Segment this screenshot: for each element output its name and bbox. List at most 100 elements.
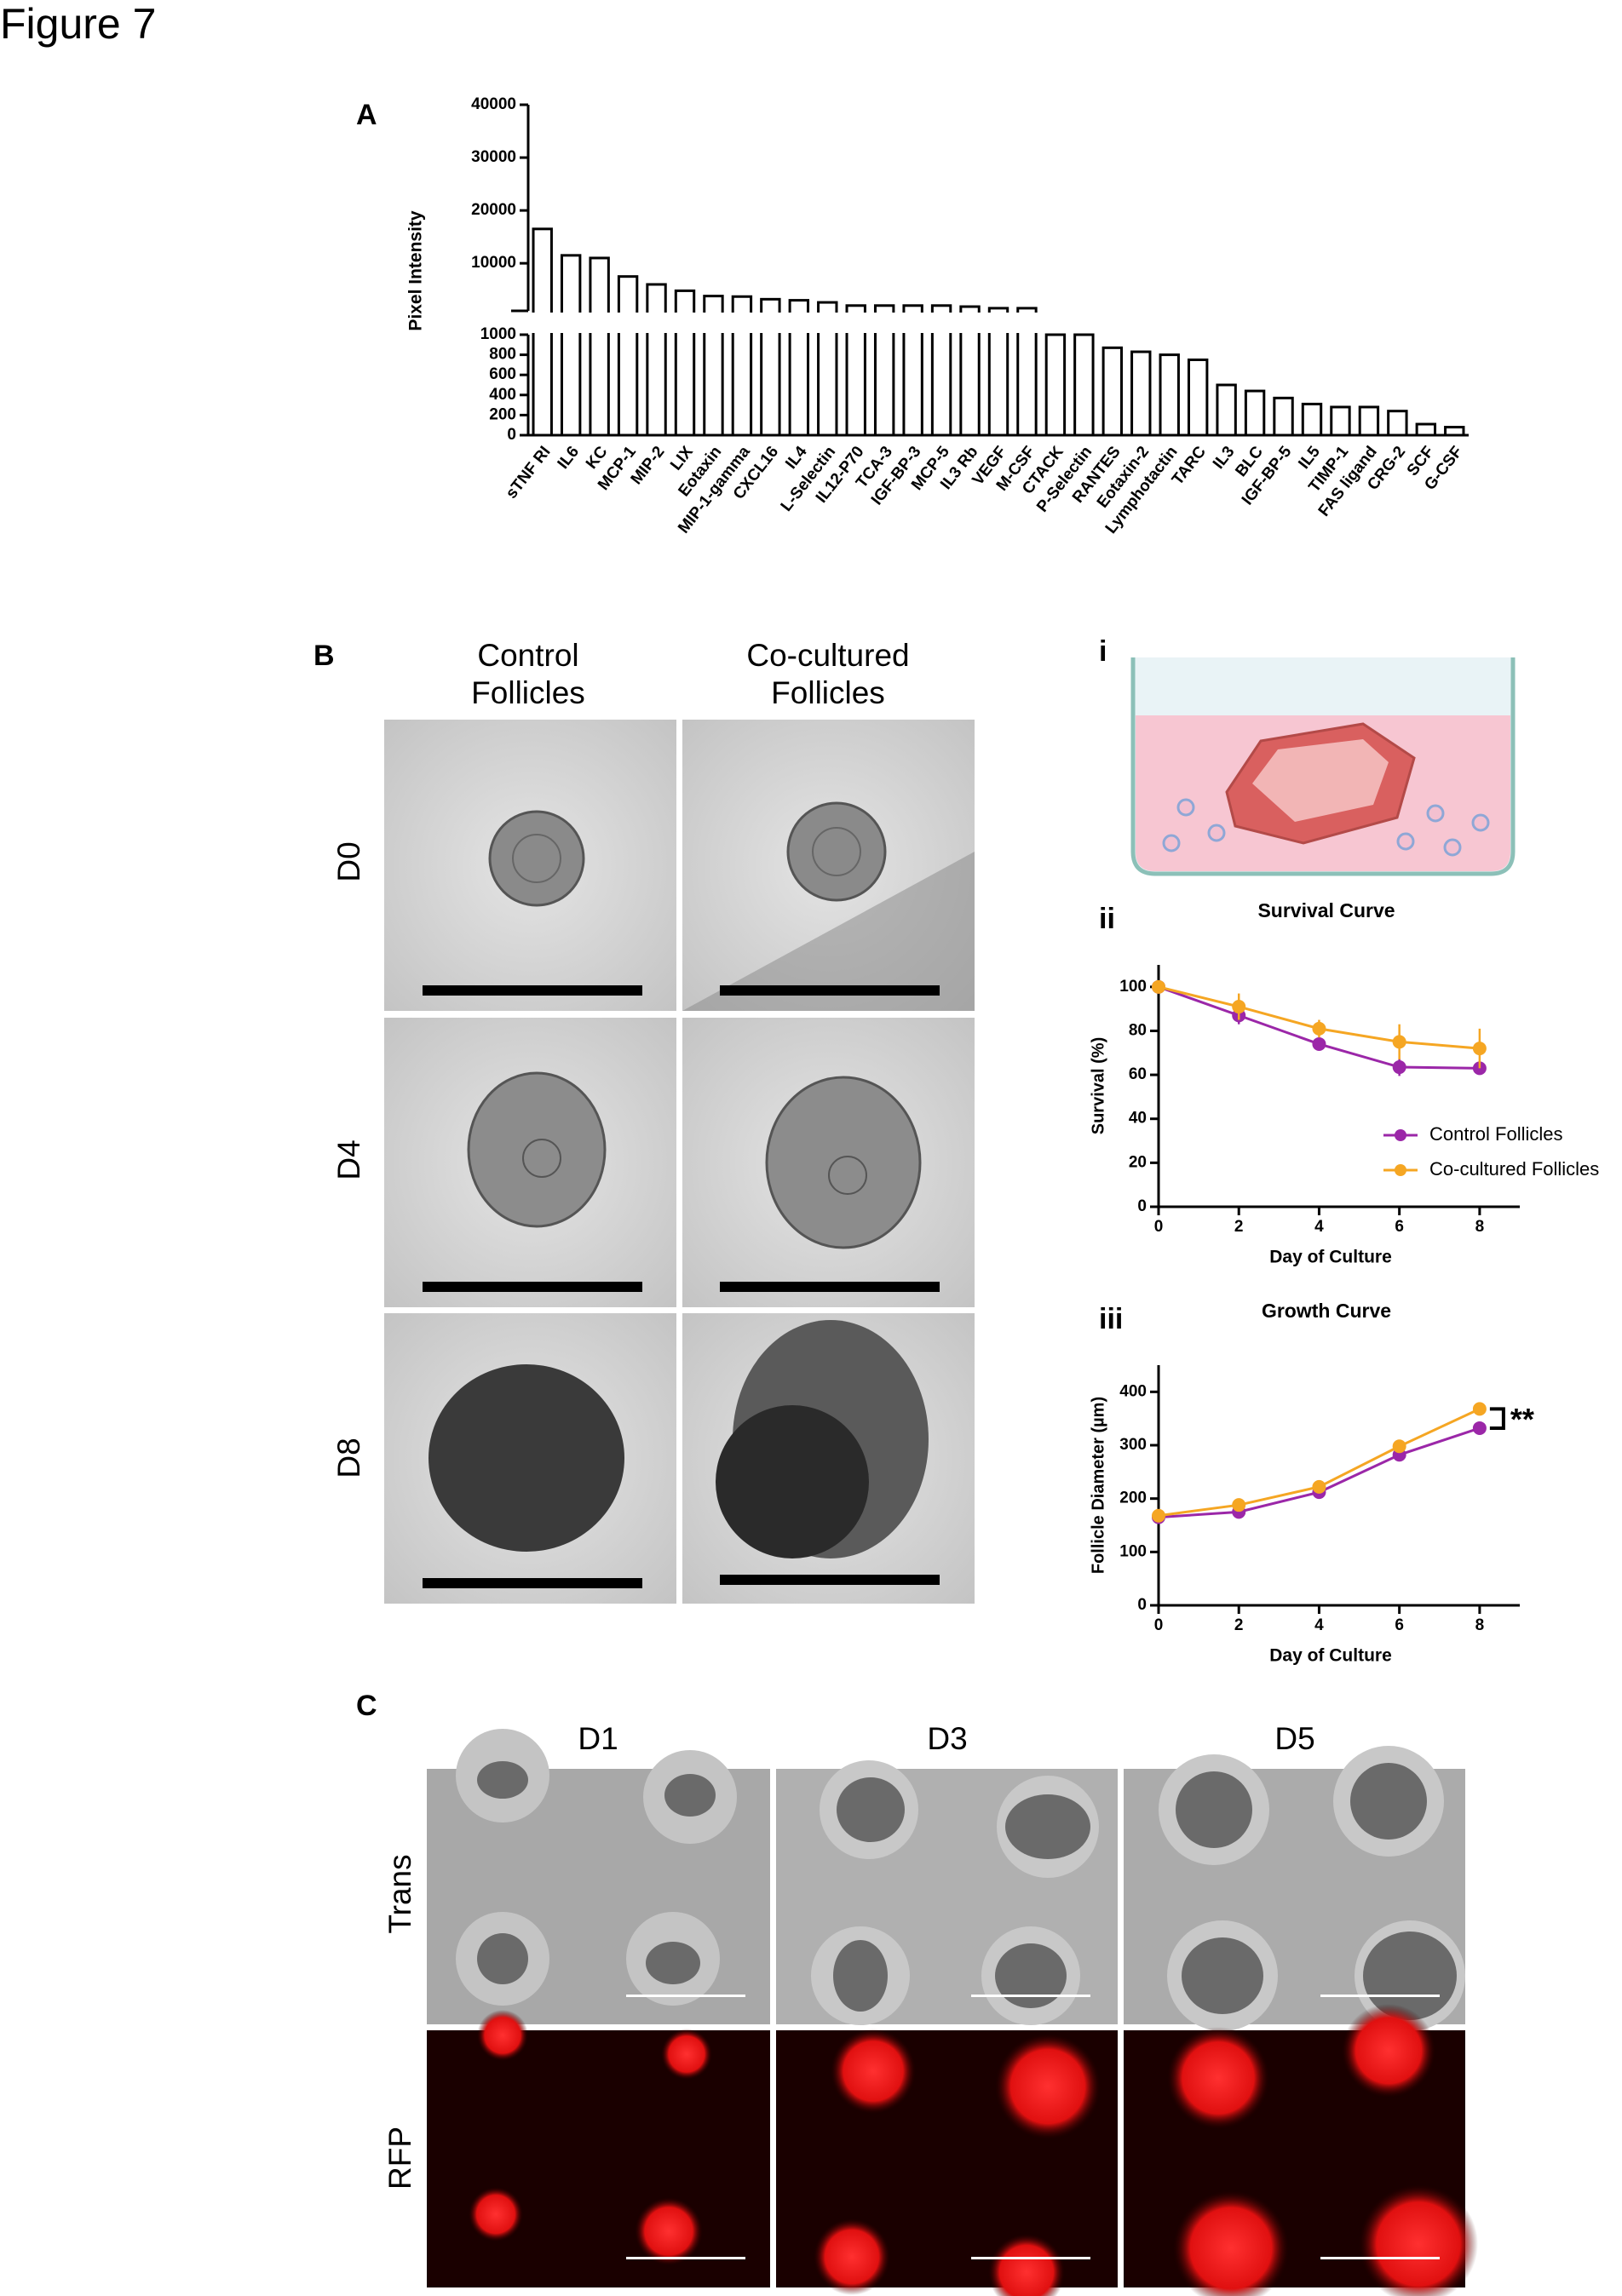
bar [617,275,639,437]
y-axis-label: Survival (%) [1089,1037,1107,1134]
y-tick-label: 300 [1119,1436,1147,1454]
x-tick-label: 8 [1475,1616,1485,1634]
data-point [1312,1036,1326,1051]
figure-title: Figure 7 [0,0,156,48]
x-tick-label: 8 [1475,1218,1485,1236]
y-tick-label: 40 [1129,1110,1147,1128]
row-label: RFP [382,2127,417,2190]
x-tick-label: 6 [1395,1616,1404,1634]
data-point [1392,1060,1406,1075]
bar [1358,405,1380,437]
x-axis-label: Day of Culture [1269,1646,1392,1666]
column-label: D3 [927,1721,968,1756]
bar [1301,402,1323,437]
sub-panel-label: iii [1099,1303,1123,1335]
y-tick-label: 20 [1129,1153,1147,1171]
y-tick-label: 0 [1137,1197,1147,1215]
bar [1101,346,1124,437]
bar [1073,333,1095,437]
bar [646,283,667,437]
chart-title: Growth Curve [1262,1300,1391,1322]
bar [1159,353,1180,437]
column-label: Co-cultured Follicles [746,638,910,710]
column-label: D1 [578,1721,618,1756]
legend-swatch [1395,1129,1406,1141]
legend-label: Control Follicles [1429,1123,1563,1145]
y-tick-label: 200 [1119,1490,1147,1507]
column-label: Control Follicles [471,638,585,710]
x-tick-label: 0 [1154,1218,1164,1236]
data-point [1392,1035,1406,1049]
x-tick-label: 4 [1314,1218,1324,1236]
bar [1244,389,1266,437]
sub-panel-label: ii [1099,903,1115,935]
data-point [1152,979,1165,994]
significance-bracket [1489,1407,1505,1430]
axis-break [511,313,1477,333]
bar [1415,422,1437,437]
series-line [1158,1408,1481,1518]
series-line [1158,1426,1481,1519]
y-tick-label: 0 [1137,1596,1147,1614]
x-tick-label: 0 [1154,1616,1164,1634]
bar [1273,396,1294,437]
y-tick-label: 20000 [471,201,516,219]
data-point [1472,1402,1487,1416]
bar [1216,383,1237,437]
x-tick-label: 6 [1395,1218,1404,1236]
y-axis-label: Follicle Diameter (µm) [1089,1397,1107,1574]
culture-schematic [1130,657,1516,876]
data-point [1392,1439,1406,1454]
legend-label: Co-cultured Follicles [1429,1158,1599,1180]
y-tick-label: 30000 [471,148,516,166]
data-point [1152,1508,1165,1523]
x-axis-label: Day of Culture [1269,1248,1392,1267]
bar [1130,350,1152,437]
x-tick-label: sTNF RI [503,443,555,502]
data-point [1472,1421,1487,1435]
bar [560,254,582,437]
x-tick-label: 2 [1234,1218,1244,1236]
x-tick-label: 4 [1314,1616,1324,1634]
panel-label: C [356,1690,377,1722]
y-tick-label: 0 [507,426,516,444]
y-tick-label: 80 [1129,1021,1147,1039]
y-axis-label: Pixel Intensity [406,210,426,331]
chart-title: Survival Curve [1257,899,1395,921]
y-tick-label: 600 [489,365,516,383]
bar [1044,333,1067,437]
column-label: D5 [1274,1721,1315,1756]
panel-label: B [313,640,335,672]
row-label: D8 [331,1438,366,1478]
brightfield-images [384,720,975,1604]
bar [1387,410,1408,437]
x-tick-label: IL6 [555,443,583,473]
row-label: D4 [331,1139,366,1180]
bar [674,289,696,437]
data-point [1232,1498,1246,1512]
bar [1330,405,1351,437]
annotation: ** [1510,1402,1534,1437]
y-tick-label: 400 [1119,1382,1147,1400]
row-label: D0 [331,841,366,882]
bar [1187,359,1209,437]
y-tick-label: 200 [489,405,516,423]
y-tick-label: 400 [489,386,516,404]
y-tick-label: 100 [1119,1542,1147,1560]
legend-swatch [1395,1164,1406,1176]
fluorescence-images [427,1729,1478,2296]
panel-label: A [356,99,377,131]
y-tick-label: 100 [1119,978,1147,996]
data-point [1232,1000,1246,1014]
y-tick-label: 60 [1129,1065,1147,1083]
row-label: Trans [382,1854,417,1934]
y-tick-label: 800 [489,346,516,364]
data-point [1312,1479,1326,1494]
y-tick-label: 1000 [480,325,516,343]
data-point [1472,1042,1487,1056]
data-point [1312,1021,1326,1036]
bar [589,256,610,437]
y-tick-label: 10000 [471,254,516,272]
